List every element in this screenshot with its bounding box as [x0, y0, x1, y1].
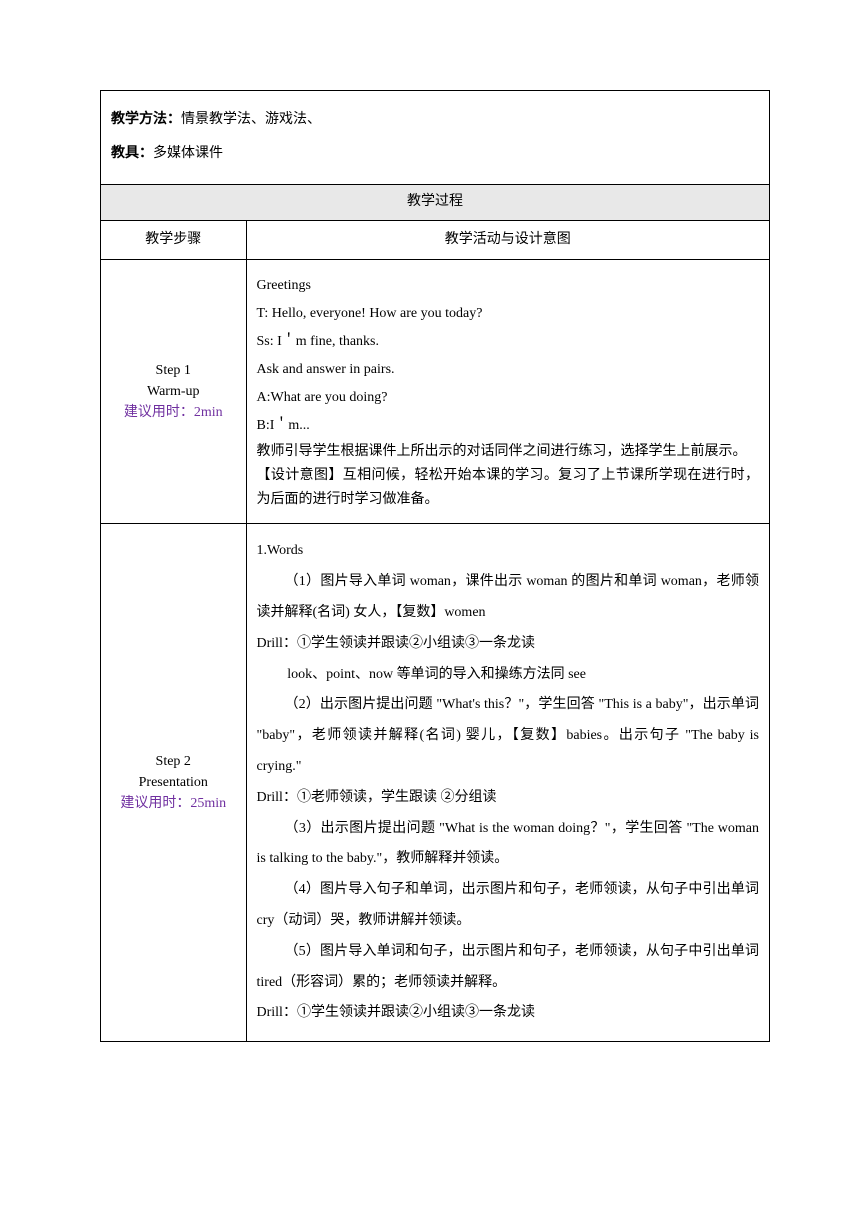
step1-row: Step 1 Warm-up 建议用时：2min Greetings T: He…	[101, 259, 769, 523]
teaching-method-line: 教学方法：情景教学法、游戏法、	[111, 103, 759, 137]
step2-p5: （2）出示图片提出问题 "What's this？"，学生回答 "This is…	[257, 690, 760, 782]
tools-value: 多媒体课件	[153, 146, 223, 161]
header-cell-steps: 教学步骤	[101, 221, 246, 260]
step1-l8: 【设计意图】互相问候，轻松开始本课的学习。复习了上节课所学现在进行时，为后面的进…	[257, 464, 760, 512]
step2-p3: Drill：①学生领读并跟读②小组读③一条龙读	[257, 629, 760, 660]
step2-p4: look、point、now 等单词的导入和操练方法同 see	[257, 660, 760, 691]
step2-p6: Drill：①老师领读，学生跟读 ②分组读	[257, 783, 760, 814]
step2-label-cell: Step 2 Presentation 建议用时：25min	[101, 524, 246, 1041]
method-label: 教学方法：	[111, 112, 181, 127]
step2-row: Step 2 Presentation 建议用时：25min 1.Words （…	[101, 524, 769, 1041]
process-table: 教学步骤 教学活动与设计意图 Step 1 Warm-up 建议用时：2min …	[101, 221, 769, 1042]
step1-time: 建议用时：2min	[111, 402, 236, 423]
step1-l5: A:What are you doing?	[257, 384, 760, 412]
step2-p1: 1.Words	[257, 536, 760, 567]
header-cell-activity: 教学活动与设计意图	[246, 221, 769, 260]
section-title: 教学过程	[101, 184, 769, 220]
step1-label-cell: Step 1 Warm-up 建议用时：2min	[101, 259, 246, 523]
step1-l3: Ss: I＇m fine, thanks.	[257, 328, 760, 356]
step1-l6: B:I＇m...	[257, 412, 760, 440]
method-value: 情景教学法、游戏法、	[181, 112, 321, 127]
step1-l2: T: Hello, everyone! How are you today?	[257, 300, 760, 328]
step2-p9: （5）图片导入单词和句子，出示图片和句子，老师领读，从句子中引出单词 tired…	[257, 937, 760, 999]
lesson-plan-container: 教学方法：情景教学法、游戏法、 教具：多媒体课件 教学过程 教学步骤 教学活动与…	[100, 90, 770, 1042]
step2-content-cell: 1.Words （1）图片导入单词 woman，课件出示 woman 的图片和单…	[246, 524, 769, 1041]
step2-time: 建议用时：25min	[111, 793, 236, 814]
step1-content-cell: Greetings T: Hello, everyone! How are yo…	[246, 259, 769, 523]
step2-block: Step 2 Presentation 建议用时：25min	[111, 751, 236, 814]
step1-block: Step 1 Warm-up 建议用时：2min	[111, 360, 236, 423]
step2-title: Presentation	[111, 772, 236, 793]
step2-name: Step 2	[111, 751, 236, 772]
table-header-row: 教学步骤 教学活动与设计意图	[101, 221, 769, 260]
step1-l1: Greetings	[257, 272, 760, 300]
step2-p7: （3）出示图片提出问题 "What is the woman doing？"，学…	[257, 814, 760, 876]
tools-label: 教具：	[111, 146, 153, 161]
step1-l4: Ask and answer in pairs.	[257, 356, 760, 384]
step2-p2: （1）图片导入单词 woman，课件出示 woman 的图片和单词 woman，…	[257, 567, 760, 629]
teaching-tools-line: 教具：多媒体课件	[111, 137, 759, 171]
step2-p8: （4）图片导入句子和单词，出示图片和句子，老师领读，从句子中引出单词 cry（动…	[257, 875, 760, 937]
step1-title: Warm-up	[111, 381, 236, 402]
step1-l7: 教师引导学生根据课件上所出示的对话同伴之间进行练习，选择学生上前展示。	[257, 440, 760, 464]
header-section: 教学方法：情景教学法、游戏法、 教具：多媒体课件	[101, 91, 769, 184]
step2-p10: Drill：①学生领读并跟读②小组读③一条龙读	[257, 998, 760, 1029]
step1-name: Step 1	[111, 360, 236, 381]
